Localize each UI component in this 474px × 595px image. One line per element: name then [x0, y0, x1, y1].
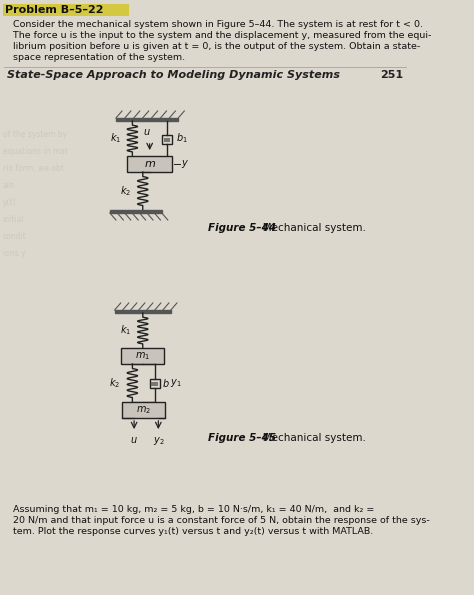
Text: $u$: $u$	[130, 435, 138, 445]
Text: equations in mat: equations in mat	[2, 147, 68, 156]
Text: ions y: ions y	[2, 249, 25, 258]
Text: $k_2$: $k_2$	[120, 184, 131, 198]
Text: Mechanical system.: Mechanical system.	[253, 433, 365, 443]
Text: ain: ain	[2, 181, 15, 190]
Bar	[122, 402, 165, 418]
Text: Assuming that m₁ = 10 kg, m₂ = 5 kg, b = 10 N·s/m, k₁ = 40 N/m,  and k₂ =: Assuming that m₁ = 10 kg, m₂ = 5 kg, b =…	[4, 505, 375, 514]
Bar	[150, 379, 160, 388]
Bar	[127, 156, 172, 172]
Text: Problem B–5–22: Problem B–5–22	[5, 5, 104, 15]
Bar	[162, 134, 172, 143]
Text: The force u is the input to the system and the displacement y, measured from the: The force u is the input to the system a…	[4, 31, 432, 40]
Bar	[116, 118, 178, 121]
Text: $u$: $u$	[143, 127, 151, 137]
Text: $k_1$: $k_1$	[120, 323, 131, 337]
Text: condit: condit	[2, 232, 27, 241]
Bar	[164, 137, 171, 142]
Text: Mechanical system.: Mechanical system.	[253, 223, 365, 233]
Text: Figure 5–44: Figure 5–44	[208, 223, 276, 233]
Text: $m_1$: $m_1$	[135, 350, 150, 362]
Text: rix form, we obt: rix form, we obt	[2, 164, 64, 173]
Text: $k_2$: $k_2$	[109, 376, 120, 390]
Text: $b$: $b$	[162, 377, 170, 389]
Text: $y_1$: $y_1$	[171, 377, 182, 389]
Bar	[115, 310, 171, 313]
Text: $b_1$: $b_1$	[176, 131, 187, 145]
Text: initial: initial	[2, 215, 24, 224]
Bar	[3, 4, 129, 16]
Text: 251: 251	[380, 70, 403, 80]
Text: $y$: $y$	[181, 158, 189, 170]
Text: $y_2$: $y_2$	[153, 435, 164, 447]
Text: $k_1$: $k_1$	[110, 131, 121, 145]
Bar	[110, 210, 162, 213]
Text: Consider the mechanical system shown in Figure 5–44. The system is at rest for t: Consider the mechanical system shown in …	[4, 20, 423, 29]
Text: tem. Plot the response curves y₁(t) versus t and y₂(t) versus t with MATLAB.: tem. Plot the response curves y₁(t) vers…	[4, 527, 374, 536]
Text: Figure 5–45: Figure 5–45	[208, 433, 276, 443]
Text: 20 N/m and that input force u is a constant force of 5 N, obtain the response of: 20 N/m and that input force u is a const…	[4, 516, 430, 525]
Text: librium position before u is given at t = 0, is the output of the system. Obtain: librium position before u is given at t …	[4, 42, 420, 51]
Text: $m_2$: $m_2$	[136, 404, 151, 416]
Text: of the system by: of the system by	[2, 130, 67, 139]
Text: space representation of the system.: space representation of the system.	[4, 53, 185, 62]
Bar	[121, 348, 164, 364]
Text: $m$: $m$	[144, 159, 156, 169]
Text: State-Space Approach to Modeling Dynamic Systems: State-Space Approach to Modeling Dynamic…	[7, 70, 340, 80]
Text: y(t): y(t)	[2, 198, 16, 207]
Bar	[151, 382, 158, 386]
